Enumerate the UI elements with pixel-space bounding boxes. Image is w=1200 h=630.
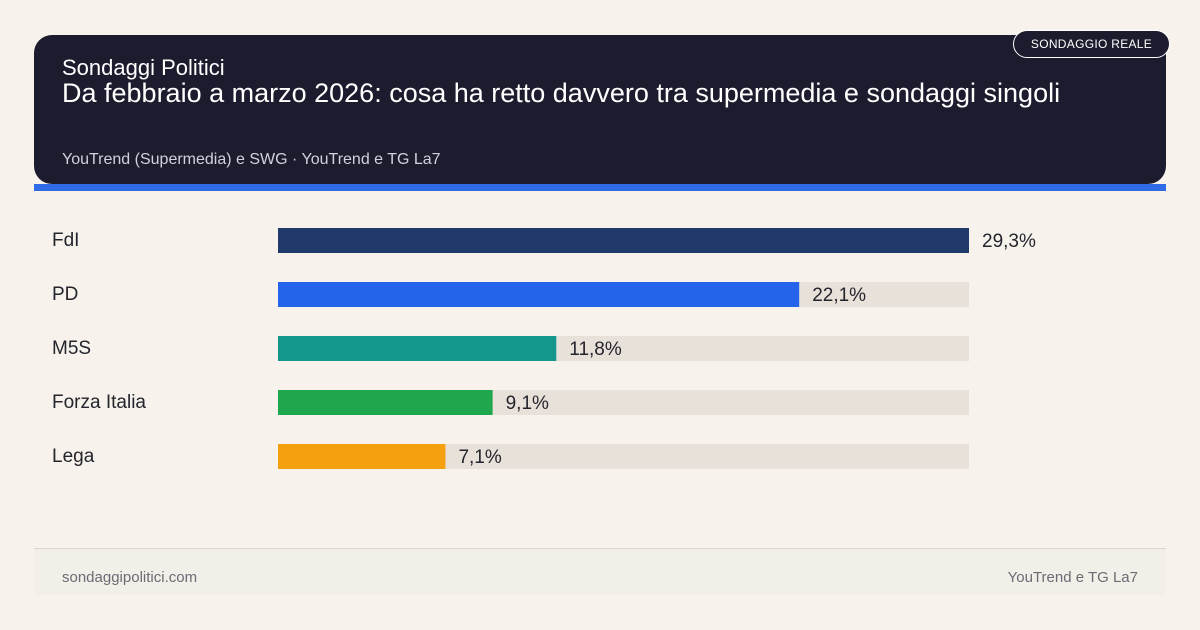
source-line: YouTrend (Supermedia) e SWG · YouTrend e…	[62, 151, 441, 168]
category-label: PD	[52, 284, 78, 305]
category-label: FdI	[52, 230, 79, 251]
page-title: Da febbraio a marzo 2026: cosa ha retto …	[62, 78, 1061, 108]
data-label: 29,3%	[982, 231, 1036, 252]
status-badge: SONDAGGIO REALE	[1013, 30, 1170, 58]
data-label: 9,1%	[506, 393, 549, 414]
bar	[278, 444, 446, 469]
header-card: Sondaggi Politici Da febbraio a marzo 20…	[34, 35, 1166, 184]
header-accent-bar	[34, 184, 1166, 191]
footer-site-link[interactable]: sondaggipolitici.com	[62, 569, 198, 586]
footer-credit: YouTrend e TG La7	[1007, 569, 1138, 586]
data-label: 11,8%	[569, 339, 622, 360]
brand-name: Sondaggi Politici	[62, 55, 225, 80]
bar	[278, 228, 969, 253]
category-label: Forza Italia	[52, 392, 146, 413]
bar	[278, 282, 800, 307]
category-label: M5S	[52, 338, 91, 359]
category-label: Lega	[52, 446, 95, 467]
data-label: 7,1%	[458, 447, 501, 468]
bar	[278, 390, 493, 415]
bar	[278, 336, 557, 361]
data-label: 22,1%	[812, 285, 866, 306]
footer: sondaggipolitici.com YouTrend e TG La7	[34, 548, 1166, 595]
